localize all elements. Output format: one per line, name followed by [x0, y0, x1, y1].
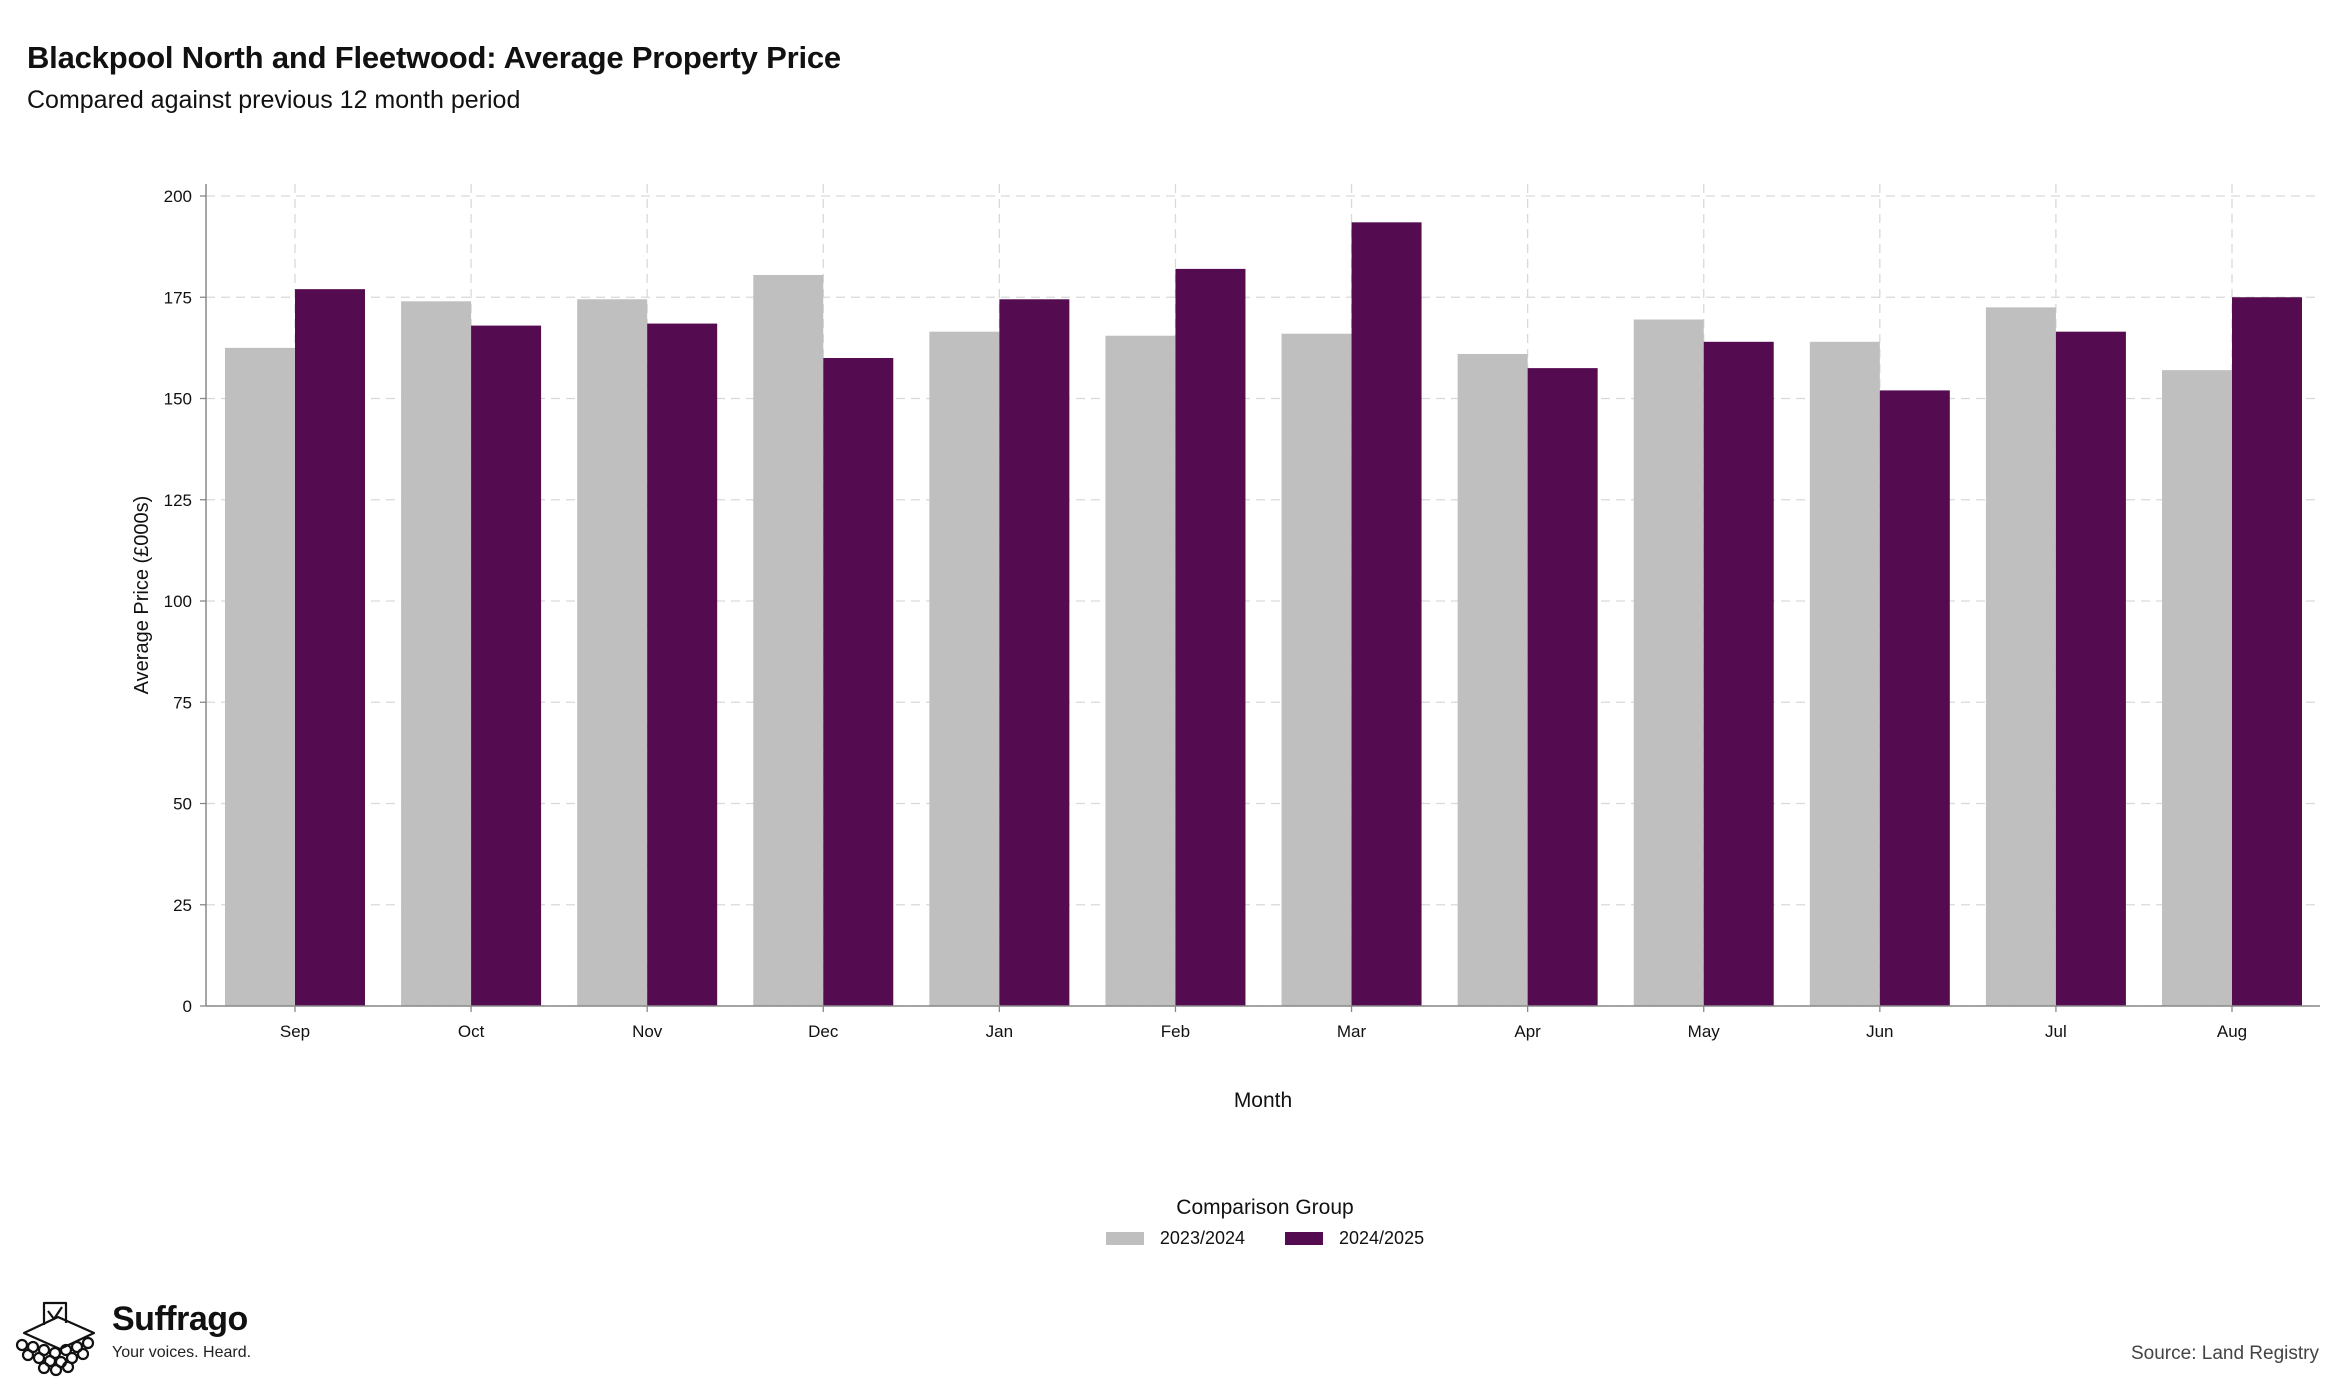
bar-2024-2025-oct [471, 325, 542, 1007]
bar-2024-2025-apr [1527, 368, 1598, 1006]
bars [225, 222, 2302, 1007]
bar-2023-2024-apr [1457, 353, 1528, 1006]
chart-title: Blackpool North and Fleetwood: Average P… [27, 40, 841, 75]
x-tick-label: Aug [2217, 1022, 2247, 1041]
bar-2023-2024-dec [753, 274, 824, 1007]
y-axis-title: Average Price (£000s) [131, 496, 153, 695]
y-tick-label: 175 [164, 288, 192, 307]
x-tick-label: May [1688, 1022, 1721, 1041]
logo-name: Suffrago [112, 1300, 248, 1338]
bar-2023-2024-jan [929, 331, 1000, 1006]
bar-2024-2025-jan [999, 299, 1070, 1006]
bar-2023-2024-may [1633, 319, 1704, 1006]
x-axis-title: Month [1234, 1089, 1292, 1112]
logo-tagline: Your voices. Heard. [112, 1344, 252, 1361]
source-note: Source: Land Registry [2131, 1343, 2319, 1364]
x-tick-label: Dec [808, 1022, 839, 1041]
bar-2023-2024-nov [577, 299, 648, 1006]
bar-2024-2025-sep [295, 289, 365, 1006]
y-tick-label: 200 [164, 187, 192, 206]
bar-2023-2024-sep [225, 347, 295, 1006]
bar-2024-2025-aug [2232, 297, 2302, 1006]
legend: Comparison Group 2023/2024 2024/2025 [0, 1196, 2334, 1249]
chart-subtitle: Compared against previous 12 month perio… [27, 86, 521, 114]
y-tick-label: 0 [183, 997, 192, 1016]
x-tick-label: Nov [632, 1022, 663, 1041]
x-tick-label: Oct [458, 1022, 485, 1041]
bar-2024-2025-may [1703, 341, 1774, 1006]
suffrago-logo: Suffrago Your voices. Heard. [14, 1295, 251, 1377]
y-tick-label: 75 [173, 693, 192, 712]
y-tick-labels: 0 25 50 75 100 125 150 175 200 [164, 187, 206, 1016]
x-tick-label: Jan [986, 1022, 1013, 1041]
axes [205, 184, 2320, 1007]
logo-text: Suffrago Your voices. Heard. [112, 1295, 251, 1362]
ballot-box-icon [15, 1301, 96, 1377]
bar-2024-2025-feb [1175, 268, 1246, 1006]
bar-2024-2025-nov [647, 323, 718, 1006]
x-tick-label: Sep [280, 1022, 310, 1041]
y-tick-label: 50 [173, 795, 192, 814]
x-tick-label: Feb [1161, 1022, 1190, 1041]
bar-2024-2025-jul [2055, 331, 2126, 1006]
legend-item-2023-2024: 2023/2024 [1105, 1228, 1245, 1249]
legend-items: 2023/2024 2024/2025 [0, 1228, 2334, 1249]
bar-2023-2024-oct [401, 301, 472, 1006]
bar-2023-2024-aug [2162, 370, 2232, 1006]
bar-chart: 0 25 50 75 100 125 150 175 200 Sep Oct Nov Dec Jan Fe… [131, 184, 2320, 1112]
legend-swatch-2024-2025 [1285, 1232, 1323, 1245]
y-tick-label: 100 [164, 592, 192, 611]
y-tick-label: 150 [164, 390, 192, 409]
legend-swatch-2023-2024 [1105, 1232, 1144, 1245]
bar-2023-2024-jun [1809, 341, 1880, 1006]
x-tick-label: Jul [2045, 1022, 2067, 1041]
x-tick-label: Mar [1337, 1022, 1367, 1041]
x-tick-labels: Sep Oct Nov Dec Jan Feb Mar Apr May Jun Jul Aug [280, 1006, 2247, 1041]
bar-2023-2024-mar [1281, 333, 1352, 1006]
bar-2024-2025-jun [1879, 390, 1950, 1006]
legend-title: Comparison Group [1176, 1196, 1354, 1219]
legend-label-2023-2024: 2023/2024 [1159, 1228, 1245, 1248]
y-tick-label: 25 [173, 896, 192, 915]
bar-2024-2025-mar [1351, 222, 1422, 1006]
bar-2023-2024-feb [1105, 335, 1176, 1007]
x-tick-label: Jun [1866, 1022, 1893, 1041]
y-tick-label: 125 [164, 491, 192, 510]
bar-2024-2025-dec [823, 358, 894, 1006]
legend-item-2024-2025: 2024/2025 [1285, 1228, 1424, 1249]
x-tick-label: Apr [1514, 1022, 1541, 1041]
bar-2023-2024-jul [1985, 307, 2056, 1006]
legend-label-2024-2025: 2024/2025 [1339, 1228, 1425, 1248]
